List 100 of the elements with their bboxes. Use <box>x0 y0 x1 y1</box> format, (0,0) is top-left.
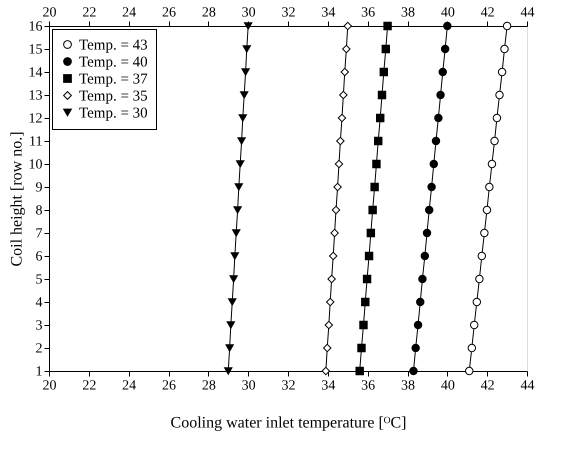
point <box>425 206 434 214</box>
point <box>440 44 450 54</box>
x2-tick-label: 44 <box>520 378 534 394</box>
point <box>332 206 340 214</box>
y-tick-label: 16 <box>28 20 42 34</box>
point <box>500 44 509 54</box>
point <box>488 160 496 168</box>
point <box>368 206 377 214</box>
point <box>228 298 236 306</box>
point <box>359 320 368 330</box>
point <box>482 206 492 214</box>
point <box>498 68 506 76</box>
legend-label: Temp. = 40 <box>79 54 148 70</box>
point <box>438 68 447 76</box>
point <box>330 228 339 238</box>
point <box>234 183 244 191</box>
point <box>416 298 424 306</box>
y-tick-label: 14 <box>28 66 42 80</box>
x2-tick-label: 40 <box>440 378 455 394</box>
point <box>409 366 418 376</box>
point <box>422 228 432 238</box>
x-tick-label: 44 <box>520 6 534 20</box>
y-tick-label: 7 <box>36 226 42 242</box>
y-tick-label: 3 <box>36 318 42 334</box>
x2-tick-label: 26 <box>162 378 176 394</box>
y-tick-label: 11 <box>29 134 42 150</box>
point <box>355 366 364 376</box>
y-tick-label: 2 <box>36 342 42 356</box>
point <box>430 160 438 168</box>
point <box>465 366 474 376</box>
x-tick-label: 24 <box>122 6 136 20</box>
point <box>372 160 381 168</box>
point <box>427 182 436 192</box>
point <box>468 344 476 352</box>
point <box>236 160 244 168</box>
point <box>361 298 370 306</box>
x-tick-label: 36 <box>361 6 376 20</box>
y-tick-label: 5 <box>36 272 42 288</box>
point <box>420 252 430 260</box>
point <box>495 90 504 100</box>
point <box>380 68 388 76</box>
point <box>242 45 251 53</box>
x2-tick-label: 30 <box>242 378 256 394</box>
point <box>383 22 392 30</box>
x2-tick-label: 22 <box>82 378 96 394</box>
x-tick-label: 26 <box>162 6 176 20</box>
point <box>344 22 352 30</box>
point <box>434 114 443 122</box>
point <box>370 182 379 192</box>
point <box>411 344 420 352</box>
point <box>490 136 499 146</box>
y-axis-title: Coil height [row no.] <box>8 131 26 267</box>
x2-tick-label: 36 <box>361 378 376 394</box>
point <box>238 114 247 122</box>
point <box>378 90 386 100</box>
point <box>324 320 334 330</box>
point <box>329 252 338 260</box>
point <box>230 252 240 260</box>
x2-tick-label: 32 <box>282 378 296 394</box>
point <box>366 228 376 238</box>
point <box>364 252 374 260</box>
x2-tick-label: 28 <box>202 378 216 394</box>
x-tick-label: 38 <box>401 6 415 20</box>
y-tick-label: 12 <box>28 112 42 126</box>
point <box>237 137 246 145</box>
point <box>362 274 372 284</box>
point <box>357 344 366 352</box>
y-tick-label: 10 <box>28 158 42 172</box>
point <box>485 182 494 192</box>
point <box>224 367 232 375</box>
point <box>492 114 502 122</box>
y-tick-label: 9 <box>36 180 42 196</box>
point <box>226 321 236 329</box>
point <box>374 136 382 146</box>
point <box>382 44 390 54</box>
point <box>333 182 342 192</box>
point <box>340 68 349 76</box>
point <box>326 298 334 306</box>
point <box>502 22 512 30</box>
y-tick-label: 4 <box>36 296 42 310</box>
point <box>414 320 422 330</box>
x2-tick-label: 34 <box>321 378 336 394</box>
x-tick-label: 22 <box>82 6 96 20</box>
x-tick-label: 30 <box>242 6 256 20</box>
x-tick-label: 42 <box>480 6 495 20</box>
x-tick-label: 40 <box>440 6 455 20</box>
point <box>338 114 346 122</box>
y-tick-label: 1 <box>36 364 42 380</box>
x-axis-title: Cooling water inlet temperature [ᴼC] <box>170 414 406 432</box>
x2-tick-label: 42 <box>480 378 495 394</box>
point <box>225 344 234 352</box>
point <box>436 90 445 100</box>
y-tick-label: 6 <box>36 250 42 264</box>
legend-label: Temp. = 37 <box>79 72 148 88</box>
point <box>233 206 242 214</box>
point <box>475 274 484 284</box>
x2-tick-label: 24 <box>122 378 136 394</box>
legend-label: Temp. = 35 <box>79 88 148 104</box>
point <box>334 160 344 168</box>
y-tick-label: 15 <box>28 42 42 58</box>
